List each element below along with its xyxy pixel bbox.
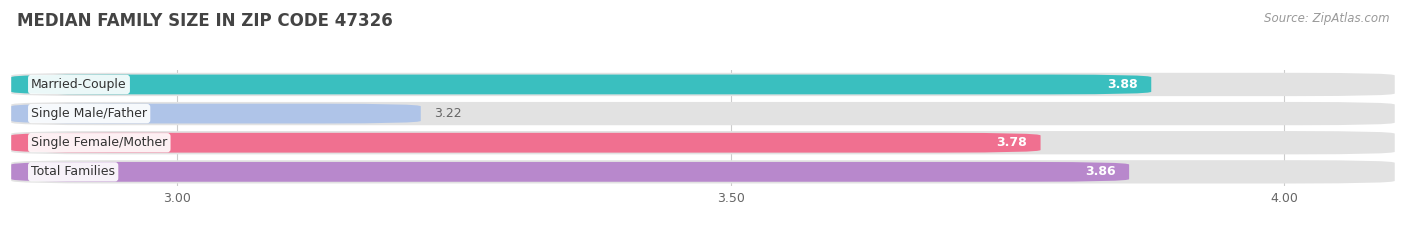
- Text: 3.78: 3.78: [997, 136, 1028, 149]
- Text: 3.22: 3.22: [434, 107, 461, 120]
- FancyBboxPatch shape: [11, 160, 1395, 184]
- Text: MEDIAN FAMILY SIZE IN ZIP CODE 47326: MEDIAN FAMILY SIZE IN ZIP CODE 47326: [17, 12, 392, 30]
- FancyBboxPatch shape: [11, 102, 1395, 125]
- Text: Total Families: Total Families: [31, 165, 115, 178]
- FancyBboxPatch shape: [11, 104, 420, 123]
- FancyBboxPatch shape: [11, 131, 1395, 154]
- Text: Married-Couple: Married-Couple: [31, 78, 127, 91]
- Text: 3.88: 3.88: [1108, 78, 1137, 91]
- FancyBboxPatch shape: [11, 162, 1129, 182]
- FancyBboxPatch shape: [11, 73, 1395, 96]
- FancyBboxPatch shape: [11, 133, 1040, 153]
- Text: Single Male/Father: Single Male/Father: [31, 107, 148, 120]
- Text: 3.86: 3.86: [1085, 165, 1116, 178]
- FancyBboxPatch shape: [11, 75, 1152, 94]
- Text: Source: ZipAtlas.com: Source: ZipAtlas.com: [1264, 12, 1389, 25]
- Text: Single Female/Mother: Single Female/Mother: [31, 136, 167, 149]
